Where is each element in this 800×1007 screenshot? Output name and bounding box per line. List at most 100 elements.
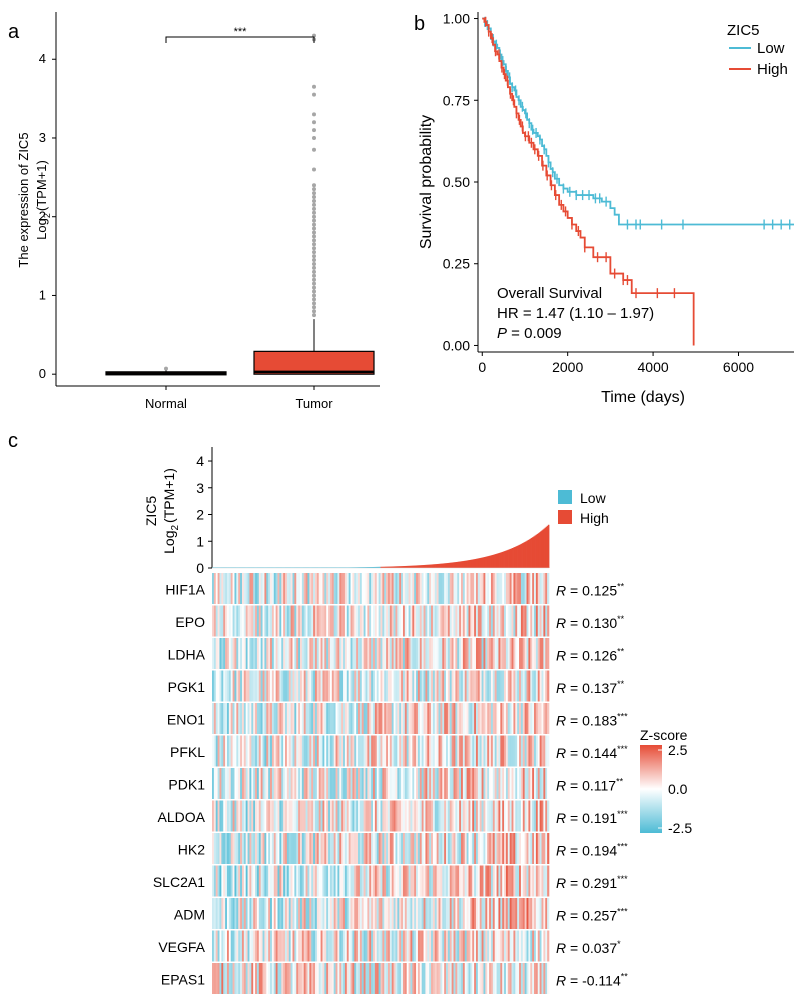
heatmap-cell <box>404 735 408 767</box>
heatmap-cell <box>285 605 288 637</box>
expression-bar <box>436 564 439 568</box>
heatmap-cell <box>472 703 475 734</box>
heatmap-cell <box>449 865 452 897</box>
heatmap-cell <box>371 930 374 962</box>
heatmap-cell <box>217 930 220 962</box>
expression-bar <box>535 534 538 568</box>
expression-bar <box>423 565 425 568</box>
heatmap-cell <box>461 670 464 702</box>
heatmap-cell <box>264 865 267 897</box>
heatmap-cell <box>262 800 265 832</box>
expression-bar <box>360 567 362 568</box>
expression-bar <box>381 566 384 568</box>
expression-bar <box>251 567 253 568</box>
heatmap-cell <box>256 800 260 832</box>
expression-bar <box>271 567 274 568</box>
heatmap-cell <box>384 898 387 929</box>
heatmap-cell <box>337 865 340 897</box>
heatmap-cell <box>404 703 408 734</box>
expression-bar <box>320 567 323 568</box>
heatmap-cell <box>318 865 321 897</box>
heatmap-cell <box>507 833 510 864</box>
heatmap-cell <box>517 703 520 734</box>
expression-bar <box>473 559 476 568</box>
heatmap-cell <box>475 605 479 637</box>
expression-bar <box>447 562 450 568</box>
heatmap-cell <box>352 735 355 767</box>
heatmap-cell <box>299 605 303 637</box>
expression-bar <box>445 563 448 568</box>
heatmap-cell <box>451 605 454 637</box>
heatmap-cell <box>341 735 344 767</box>
heatmap-cell <box>397 638 400 669</box>
heatmap-cell <box>292 768 295 799</box>
heatmap-cell <box>442 735 445 767</box>
heatmap-cell <box>288 833 291 864</box>
heatmap-cell <box>522 670 525 702</box>
heatmap-cell <box>243 833 246 864</box>
heatmap-cell <box>511 963 514 994</box>
heatmap-cell <box>393 963 396 994</box>
heatmap-cell <box>440 898 443 929</box>
heatmap-cell <box>249 930 252 962</box>
heatmap-cell <box>285 865 288 897</box>
heatmap-cell <box>376 768 379 799</box>
heatmap-cell <box>492 605 496 637</box>
heatmap-cell <box>369 800 372 832</box>
heatmap-cell <box>522 703 525 734</box>
heatmap-cell <box>494 573 497 604</box>
heatmap-cell <box>431 800 434 832</box>
heatmap-cell <box>504 703 507 734</box>
heatmap-cell <box>472 930 475 962</box>
heatmap-cell <box>387 963 391 994</box>
y-tick-label: 4 <box>39 51 46 66</box>
heatmap-cell <box>337 638 340 669</box>
heatmap-cell <box>442 768 445 799</box>
legend-title: ZIC5 <box>727 22 760 39</box>
heatmap-cell <box>322 735 325 767</box>
correlation-r-value: = 0.144 <box>566 745 617 761</box>
heatmap-cell <box>384 670 387 702</box>
heatmap-cell <box>414 670 417 702</box>
heatmap-cell <box>414 735 417 767</box>
heatmap-cell <box>316 605 320 637</box>
heatmap-cell <box>539 930 542 962</box>
expression-bar <box>371 567 374 568</box>
heatmap-cell <box>337 768 340 799</box>
heatmap-cell <box>427 898 430 929</box>
heatmap-cell <box>337 605 340 637</box>
heatmap-cell <box>314 963 318 994</box>
heatmap-cell <box>431 703 434 734</box>
heatmap-cell <box>346 865 349 897</box>
gene-label: SLC2A1 <box>153 874 205 890</box>
heatmap-cell <box>314 735 318 767</box>
expression-bar <box>456 561 459 568</box>
heatmap-cell <box>434 963 437 994</box>
gene-label: PFKL <box>170 744 205 760</box>
heatmap-cell <box>337 963 340 994</box>
heatmap-cell <box>350 605 353 637</box>
heatmap-cell <box>475 898 479 929</box>
heatmap-cell <box>378 735 381 767</box>
heatmap-cell <box>311 670 314 702</box>
heatmap-cell <box>344 963 348 994</box>
heatmap-cell <box>425 638 428 669</box>
heatmap-cell <box>387 703 391 734</box>
expression-bar <box>426 564 429 568</box>
heatmap-cell <box>474 898 477 929</box>
heatmap-cell <box>356 800 359 832</box>
heatmap-cell <box>296 735 299 767</box>
heatmap-cell <box>438 638 441 669</box>
heatmap-cell <box>311 605 314 637</box>
heatmap-cell <box>298 800 301 832</box>
heatmap-cell <box>285 930 288 962</box>
heatmap-cell <box>453 703 456 734</box>
heatmap-cell <box>419 735 422 767</box>
heatmap-cell <box>230 735 233 767</box>
heatmap-cell <box>417 833 421 864</box>
heatmap-cell <box>459 605 462 637</box>
panel-c-gene-labels: HIF1AEPOLDHAPGK1ENO1PFKLPDK1ALDOAHK2SLC2… <box>153 581 206 987</box>
heatmap-cell <box>326 898 329 929</box>
heatmap-cell <box>213 638 217 669</box>
heatmap-cell <box>307 573 310 604</box>
